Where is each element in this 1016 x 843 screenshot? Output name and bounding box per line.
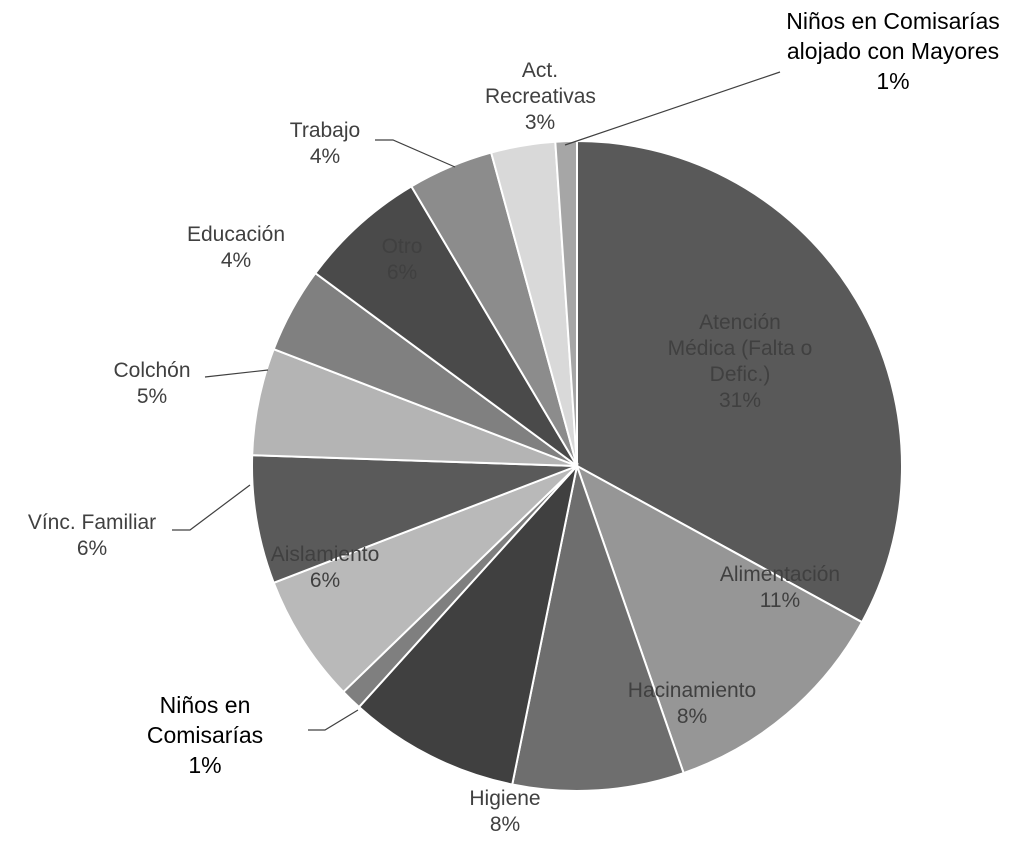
pie-slice: [357, 462, 579, 786]
slice-name: Hacinamiento: [627, 679, 757, 702]
slice-name: Higiene: [469, 787, 541, 810]
leader-lines: [172, 71, 781, 731]
slice-name: Aislamiento: [270, 543, 380, 566]
slice-label: Trabajo 4%: [270, 118, 380, 170]
slice-name: Colchón: [113, 359, 191, 382]
slice-percent: 4%: [220, 249, 252, 272]
leader-line: [172, 484, 251, 531]
slice-name: Atención Médica (Falta o Defic.): [667, 311, 813, 386]
leader-line: [308, 709, 359, 731]
slice-percent: 3%: [524, 111, 556, 134]
slice-label: Alimentación 11%: [700, 562, 860, 614]
slice-percent: 1%: [876, 68, 910, 94]
slice-percent: 5%: [136, 385, 168, 408]
pie-slice: [272, 465, 578, 694]
slice-percent: 8%: [676, 705, 708, 728]
slice-name: Alimentación: [719, 563, 841, 586]
slice-percent: 4%: [309, 145, 341, 168]
slice-label: Hacinamiento 8%: [607, 678, 777, 730]
pie-slice: [576, 139, 903, 624]
slice-name: Educación: [186, 223, 286, 246]
slices: [251, 139, 903, 792]
slice-percent: 6%: [76, 537, 108, 560]
slice-label: Otro 6%: [362, 234, 442, 286]
pie-slice: [313, 184, 578, 467]
pie-slice: [575, 463, 864, 775]
pie-slice: [511, 462, 685, 792]
slice-label: Aislamiento 6%: [250, 542, 400, 594]
slice-label: Atención Médica (Falta o Defic.) 31%: [665, 310, 815, 414]
slice-label: Educación 4%: [166, 222, 306, 274]
slice-name: Act. Recreativas: [485, 59, 596, 108]
slice-label: Vínc. Familiar 6%: [7, 510, 177, 562]
slice-percent: 6%: [386, 261, 418, 284]
slice-label: Colchón 5%: [92, 358, 212, 410]
slice-percent: 8%: [489, 813, 521, 836]
slice-label: Niños en Comisarías alojado con Mayores 1…: [773, 6, 1013, 96]
slice-name: Otro: [381, 235, 423, 258]
slice-percent: 6%: [309, 569, 341, 592]
pie-slice: [251, 454, 578, 585]
slice-name: Niños en Comisarías alojado con Mayores: [786, 8, 1000, 64]
slice-percent: 11%: [759, 589, 801, 612]
slice-percent: 1%: [188, 752, 222, 778]
leader-line: [204, 369, 269, 378]
slice-label: Niños en Comisarías 1%: [130, 690, 280, 780]
leader-line: [564, 71, 781, 146]
slice-name: Vínc. Familiar: [27, 511, 157, 534]
slice-label: Act. Recreativas 3%: [485, 58, 596, 136]
slice-percent: 31%: [718, 389, 762, 412]
slice-name: Niños en Comisarías: [146, 692, 264, 748]
slice-name: Trabajo: [289, 119, 361, 142]
slice-label: Higiene 8%: [445, 786, 565, 838]
leader-line: [375, 139, 456, 168]
